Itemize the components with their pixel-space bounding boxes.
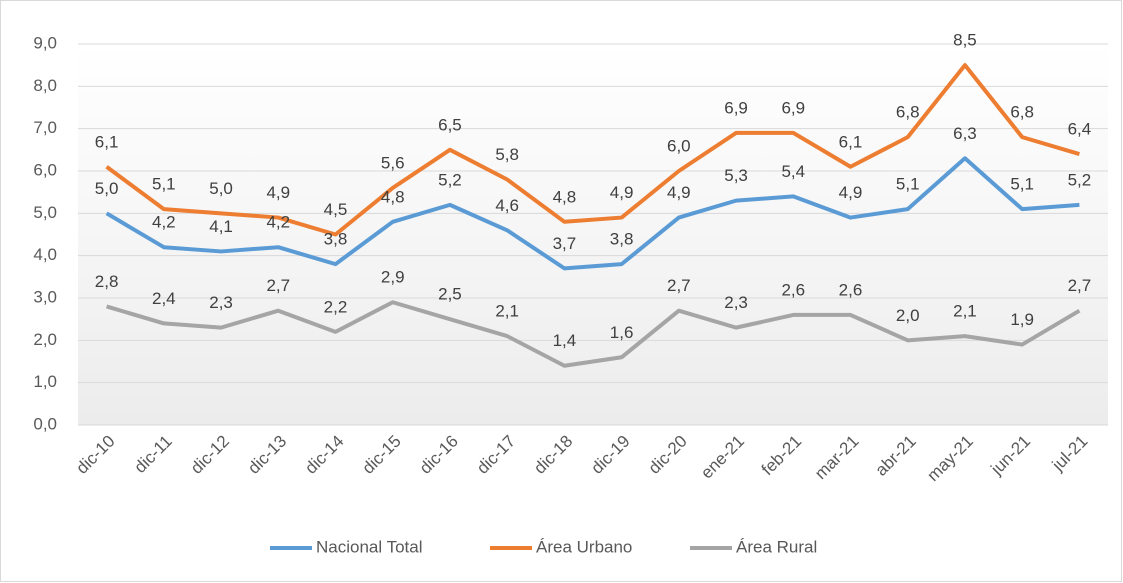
data-label: 5,1 (152, 175, 176, 194)
y-tick-label: 9,0 (33, 33, 57, 52)
legend-label: Nacional Total (316, 537, 422, 556)
data-label: 2,3 (724, 293, 748, 312)
data-label: 2,2 (324, 297, 348, 316)
data-label: 6,1 (95, 132, 119, 151)
y-tick-label: 2,0 (33, 330, 57, 349)
data-label: 4,2 (266, 213, 290, 232)
y-tick-label: 1,0 (33, 372, 57, 391)
data-label: 5,0 (95, 179, 119, 198)
data-label: 3,8 (610, 230, 634, 249)
data-label: 4,9 (839, 183, 863, 202)
data-label: 6,4 (1068, 120, 1092, 139)
data-label: 5,2 (438, 170, 462, 189)
data-label: 4,5 (324, 200, 348, 219)
data-label: 6,8 (896, 103, 920, 122)
data-label: 4,9 (667, 183, 691, 202)
legend-label: Área Rural (736, 537, 817, 556)
data-label: 6,9 (781, 98, 805, 117)
y-tick-label: 0,0 (33, 414, 57, 433)
data-label: 6,3 (953, 124, 977, 143)
data-label: 5,6 (381, 153, 405, 172)
data-label: 2,8 (95, 272, 119, 291)
y-tick-label: 3,0 (33, 287, 57, 306)
data-label: 5,1 (1010, 175, 1034, 194)
data-label: 2,7 (667, 276, 691, 295)
data-label: 2,6 (781, 280, 805, 299)
data-label: 2,9 (381, 268, 405, 287)
data-label: 2,5 (438, 285, 462, 304)
data-label: 2,1 (953, 302, 977, 321)
data-label: 2,0 (896, 306, 920, 325)
data-label: 2,6 (839, 280, 863, 299)
data-label: 4,9 (266, 183, 290, 202)
data-label: 3,8 (324, 230, 348, 249)
data-label: 1,6 (610, 323, 634, 342)
series-line (106, 300, 1081, 368)
y-tick-label: 5,0 (33, 203, 57, 222)
y-tick-label: 4,0 (33, 245, 57, 264)
data-label: 4,2 (152, 213, 176, 232)
data-label: 5,1 (896, 175, 920, 194)
y-tick-label: 7,0 (33, 118, 57, 137)
data-label: 3,7 (553, 234, 577, 253)
data-label: 5,3 (724, 166, 748, 185)
data-label: 5,2 (1068, 170, 1092, 189)
data-label: 2,3 (209, 293, 233, 312)
y-tick-label: 8,0 (33, 76, 57, 95)
data-label: 5,8 (495, 145, 519, 164)
data-label: 5,4 (781, 162, 805, 181)
data-label: 4,1 (209, 217, 233, 236)
data-label: 5,0 (209, 179, 233, 198)
legend-label: Área Urbano (536, 537, 632, 556)
data-label: 6,8 (1010, 103, 1034, 122)
data-label: 6,9 (724, 98, 748, 117)
data-label: 2,4 (152, 289, 176, 308)
series-line (105, 156, 1080, 271)
data-label: 1,9 (1010, 310, 1034, 329)
data-label: 1,4 (553, 331, 577, 350)
y-tick-label: 6,0 (33, 160, 57, 179)
data-label: 6,1 (839, 132, 863, 151)
data-label: 2,7 (266, 276, 290, 295)
data-label: 8,5 (953, 31, 977, 50)
data-label: 4,8 (553, 187, 577, 206)
data-label: 2,1 (495, 302, 519, 321)
series-line (105, 63, 1080, 237)
data-label: 4,8 (381, 187, 405, 206)
data-label: 2,7 (1068, 276, 1092, 295)
data-label: 4,6 (495, 196, 519, 215)
data-label: 6,5 (438, 115, 462, 134)
data-label: 6,0 (667, 136, 691, 155)
data-label: 4,9 (610, 183, 634, 202)
